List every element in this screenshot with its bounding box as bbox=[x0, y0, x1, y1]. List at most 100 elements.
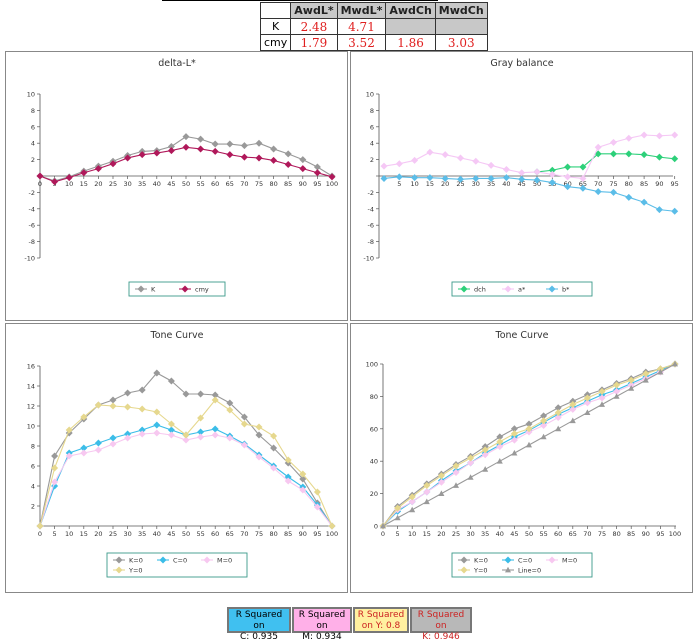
legend-marker bbox=[504, 556, 512, 564]
chart-title: Tone Curve bbox=[150, 330, 204, 341]
x-tick-label: 90 bbox=[299, 180, 307, 188]
data-point bbox=[642, 377, 649, 383]
data-point bbox=[299, 156, 307, 164]
x-tick-label: 60 bbox=[211, 180, 219, 188]
x-tick-label: 20 bbox=[441, 180, 449, 188]
legend-box bbox=[451, 281, 593, 297]
x-tick-label: 50 bbox=[533, 180, 541, 188]
data-point bbox=[240, 441, 248, 449]
legend-marker bbox=[460, 556, 468, 564]
data-point bbox=[255, 431, 263, 439]
data-point bbox=[226, 434, 234, 442]
x-tick-label: 95 bbox=[313, 180, 321, 188]
cell-value: 1.79 bbox=[290, 34, 338, 51]
data-point bbox=[395, 160, 403, 168]
x-tick-label: 60 bbox=[554, 530, 562, 538]
data-point bbox=[467, 459, 475, 467]
series-dch bbox=[533, 150, 679, 176]
chart-title: Tone Curve bbox=[495, 330, 549, 341]
x-tick-label: 20 bbox=[94, 530, 102, 538]
data-point bbox=[182, 143, 190, 151]
x-tick-label: 55 bbox=[196, 180, 204, 188]
x-tick-label: 30 bbox=[123, 530, 131, 538]
data-point bbox=[583, 399, 591, 407]
data-point bbox=[569, 405, 577, 413]
x-tick-label: 20 bbox=[437, 530, 445, 538]
x-tick-label: 90 bbox=[655, 180, 663, 188]
data-point bbox=[482, 466, 489, 472]
legend-swatch-marker bbox=[137, 285, 145, 293]
data-point bbox=[627, 376, 635, 384]
data-point bbox=[408, 493, 416, 501]
data-point bbox=[564, 163, 572, 171]
y-tick-label: 2 bbox=[31, 503, 35, 511]
data-point bbox=[36, 522, 44, 530]
top-rule bbox=[162, 0, 438, 1]
legend-marker bbox=[460, 566, 468, 574]
series-line-0 bbox=[380, 360, 678, 529]
data-point bbox=[51, 478, 59, 486]
rsq-y-box: R Squared on Y: 0.8 bbox=[353, 607, 409, 633]
x-tick-label: 90 bbox=[642, 530, 650, 538]
y-tick-label: 8 bbox=[31, 107, 35, 115]
x-tick-label: 40 bbox=[153, 180, 161, 188]
legend-label: Line=0 bbox=[518, 566, 541, 574]
legend-marker bbox=[159, 556, 167, 564]
legend-label: dch bbox=[474, 285, 486, 293]
summary-table: AwdL* MwdL* AwdCh MwdCh K 2.48 4.71 cmy … bbox=[259, 2, 488, 51]
data-point bbox=[452, 462, 460, 470]
data-point bbox=[533, 168, 541, 176]
cell-value: 1.86 bbox=[385, 34, 436, 51]
x-tick-label: 40 bbox=[153, 530, 161, 538]
x-tick-label: 65 bbox=[226, 530, 234, 538]
cell-value: 3.03 bbox=[434, 34, 488, 51]
data-point bbox=[628, 385, 635, 391]
data-point bbox=[65, 426, 73, 434]
x-tick-label: 0 bbox=[38, 180, 42, 188]
legend-swatch-marker bbox=[181, 285, 189, 293]
data-point bbox=[496, 438, 504, 446]
data-point bbox=[599, 401, 605, 407]
x-tick-label: 5 bbox=[53, 530, 57, 538]
data-point bbox=[270, 156, 278, 164]
legend-swatch-marker bbox=[203, 556, 211, 564]
data-point bbox=[167, 142, 175, 150]
data-point bbox=[226, 151, 234, 159]
x-tick-label: 80 bbox=[612, 530, 620, 538]
data-point bbox=[138, 430, 146, 438]
data-point bbox=[240, 153, 248, 161]
y-tick-label: -8 bbox=[368, 238, 374, 246]
data-point bbox=[153, 149, 161, 157]
data-point bbox=[80, 413, 88, 421]
summary-header-row: AwdL* MwdL* AwdCh MwdCh bbox=[259, 2, 488, 19]
data-point bbox=[51, 464, 59, 472]
data-point bbox=[579, 184, 587, 192]
legend-label: M=0 bbox=[562, 556, 577, 564]
data-point bbox=[395, 173, 403, 181]
data-point bbox=[467, 474, 474, 480]
data-point bbox=[299, 475, 307, 483]
data-point bbox=[564, 183, 572, 191]
data-point bbox=[255, 423, 263, 431]
data-point bbox=[109, 434, 117, 442]
data-point bbox=[394, 504, 402, 512]
data-point bbox=[518, 175, 526, 183]
x-tick-label: 10 bbox=[65, 180, 73, 188]
x-tick-label: 10 bbox=[65, 530, 73, 538]
series-cmy bbox=[36, 143, 336, 186]
data-point bbox=[487, 161, 495, 169]
x-tick-label: 70 bbox=[583, 530, 591, 538]
data-point bbox=[502, 165, 510, 173]
chart-panel-delta-l: delta-L*108642-2-4-6-8-10051015202530354… bbox=[5, 51, 348, 321]
x-tick-label: 40 bbox=[502, 180, 510, 188]
rsq-c-box: R Squared on C: 0.935 bbox=[227, 607, 291, 642]
data-point bbox=[437, 478, 445, 486]
legend-label: K=0 bbox=[129, 556, 143, 564]
x-tick-label: 35 bbox=[487, 180, 495, 188]
legend-marker bbox=[548, 556, 556, 564]
x-tick-label: 25 bbox=[109, 530, 117, 538]
x-tick-label: 10 bbox=[410, 180, 418, 188]
data-point bbox=[625, 134, 633, 142]
y-tick-label: -10 bbox=[24, 255, 35, 263]
rsq-y-line2: on Y: 0.8 bbox=[361, 621, 401, 631]
